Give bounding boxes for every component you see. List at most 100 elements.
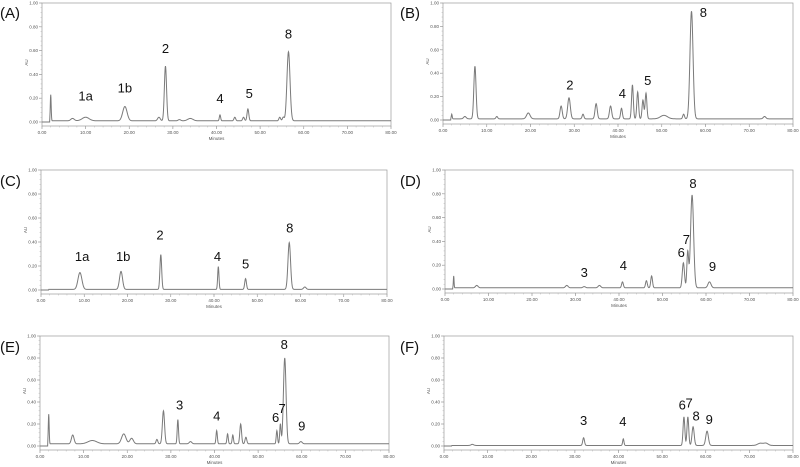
peak-label: 2 bbox=[162, 41, 169, 56]
peak-label: 4 bbox=[619, 414, 626, 429]
x-axis-label: Minutes bbox=[610, 134, 627, 139]
peak-label: 7 bbox=[279, 401, 286, 416]
peak-label: 2 bbox=[156, 228, 163, 243]
x-tick-label: 60.00 bbox=[700, 297, 712, 302]
peak-label: 6 bbox=[678, 245, 685, 260]
x-tick-label: 60.00 bbox=[295, 298, 307, 303]
peak-label: 4 bbox=[619, 86, 626, 101]
x-tick-label: 70.00 bbox=[744, 454, 756, 459]
x-tick-label: 60.00 bbox=[700, 454, 712, 459]
y-tick-label: 1.00 bbox=[431, 334, 440, 339]
peak-label: 2 bbox=[566, 78, 573, 93]
x-tick-label: 40.00 bbox=[613, 297, 625, 302]
x-axis-label: Minutes bbox=[206, 304, 223, 309]
y-tick-label: 1.00 bbox=[29, 1, 38, 6]
y-tick-label: 0.00 bbox=[432, 287, 441, 292]
y-tick-label: 0.80 bbox=[432, 191, 441, 196]
x-tick-label: 10.00 bbox=[79, 298, 91, 303]
y-tick-label: 0.80 bbox=[28, 192, 37, 197]
x-tick-label: 0.00 bbox=[439, 128, 448, 133]
x-tick-label: 20.00 bbox=[526, 454, 538, 459]
y-tick-label: 0.00 bbox=[28, 288, 37, 293]
x-tick-label: 20.00 bbox=[122, 454, 134, 459]
y-tick-label: 0.80 bbox=[29, 24, 38, 29]
y-axis-label: AU bbox=[425, 58, 430, 64]
x-tick-label: 0.00 bbox=[36, 454, 45, 459]
y-axis-label: AU bbox=[427, 226, 432, 232]
peak-label: 7 bbox=[683, 232, 690, 247]
x-tick-label: 60.00 bbox=[298, 130, 310, 135]
y-tick-label: 0.60 bbox=[29, 48, 38, 53]
x-tick-label: 80.00 bbox=[385, 130, 397, 135]
peak-label: 6 bbox=[679, 398, 686, 413]
y-axis-label: AU bbox=[426, 388, 431, 394]
x-tick-label: 20.00 bbox=[122, 298, 134, 303]
chromatogram-trace bbox=[41, 241, 387, 291]
y-tick-label: 0.80 bbox=[430, 24, 439, 29]
x-tick-label: 20.00 bbox=[525, 128, 537, 133]
x-tick-label: 30.00 bbox=[569, 128, 581, 133]
chromatogram-trace bbox=[42, 50, 391, 123]
y-tick-label: 0.20 bbox=[27, 422, 36, 427]
peak-label: 9 bbox=[706, 412, 713, 427]
x-tick-label: 10.00 bbox=[482, 454, 494, 459]
x-tick-label: 0.00 bbox=[38, 130, 47, 135]
x-tick-label: 20.00 bbox=[124, 130, 136, 135]
y-tick-label: 0.80 bbox=[27, 356, 36, 361]
x-tick-label: 10.00 bbox=[80, 130, 92, 135]
x-tick-label: 40.00 bbox=[211, 130, 223, 135]
peak-label: 8 bbox=[689, 176, 696, 191]
chromatogram-trace bbox=[443, 11, 793, 121]
x-tick-label: 80.00 bbox=[381, 298, 393, 303]
y-tick-label: 0.40 bbox=[29, 72, 38, 77]
peak-label: 8 bbox=[286, 220, 293, 235]
y-tick-label: 0.00 bbox=[431, 444, 440, 449]
peak-label: 4 bbox=[216, 91, 223, 106]
peak-label: 8 bbox=[281, 337, 288, 352]
x-tick-label: 80.00 bbox=[787, 454, 799, 459]
x-tick-label: 80.00 bbox=[383, 454, 395, 459]
peak-label: 5 bbox=[242, 256, 249, 271]
x-tick-label: 50.00 bbox=[656, 128, 668, 133]
y-tick-label: 0.00 bbox=[29, 120, 38, 125]
y-tick-label: 0.20 bbox=[430, 94, 439, 99]
peak-label: 1a bbox=[78, 89, 93, 104]
x-tick-label: 10.00 bbox=[78, 454, 90, 459]
x-axis-label: Minutes bbox=[209, 136, 226, 141]
x-tick-label: 30.00 bbox=[165, 298, 177, 303]
panel-label: (A) bbox=[0, 5, 20, 22]
x-tick-label: 0.00 bbox=[37, 298, 46, 303]
panel-label: (B) bbox=[400, 5, 420, 22]
peak-label: 8 bbox=[700, 5, 707, 20]
peak-label: 9 bbox=[298, 419, 305, 434]
x-tick-label: 80.00 bbox=[787, 297, 799, 302]
x-tick-label: 70.00 bbox=[342, 130, 354, 135]
chromatogram-trace bbox=[445, 194, 793, 290]
peak-label: 4 bbox=[213, 409, 220, 424]
x-tick-label: 70.00 bbox=[340, 454, 352, 459]
y-tick-label: 1.00 bbox=[28, 168, 37, 173]
y-tick-label: 1.00 bbox=[430, 1, 439, 6]
peak-label: 3 bbox=[580, 413, 587, 428]
chromatogram-trace bbox=[444, 416, 793, 447]
x-tick-label: 20.00 bbox=[526, 297, 538, 302]
peak-label: 8 bbox=[693, 409, 700, 424]
y-tick-label: 0.60 bbox=[431, 378, 440, 383]
peak-label: 6 bbox=[272, 410, 279, 425]
x-tick-label: 10.00 bbox=[483, 297, 495, 302]
y-tick-label: 0.20 bbox=[431, 422, 440, 427]
x-tick-label: 0.00 bbox=[440, 454, 449, 459]
y-tick-label: 0.60 bbox=[28, 216, 37, 221]
x-tick-label: 50.00 bbox=[254, 130, 266, 135]
plot-frame bbox=[443, 335, 794, 451]
x-tick-label: 30.00 bbox=[569, 454, 581, 459]
panel-label: (F) bbox=[400, 339, 419, 356]
x-tick-label: 10.00 bbox=[481, 128, 493, 133]
peak-label: 3 bbox=[176, 398, 183, 413]
y-tick-label: 0.20 bbox=[28, 264, 37, 269]
x-tick-label: 70.00 bbox=[744, 297, 756, 302]
panel-label: (D) bbox=[400, 173, 421, 190]
plot-frame bbox=[40, 169, 388, 295]
